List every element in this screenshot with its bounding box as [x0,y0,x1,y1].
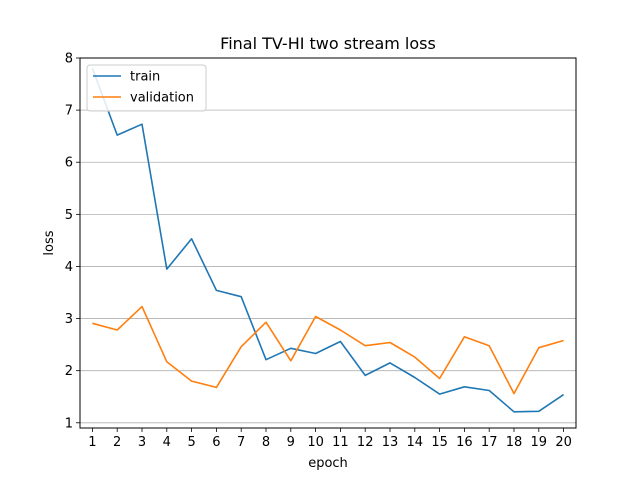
x-tick-label-10: 11 [332,435,349,450]
legend-label-validation: validation [130,91,194,106]
x-tick-label-14: 15 [431,435,448,450]
x-tick-label-7: 8 [262,435,270,450]
y-axis-label: loss [42,230,57,255]
legend: train validation [86,64,207,112]
y-tick-label-3: 4 [65,260,73,275]
y-tick-label-6: 7 [65,104,73,119]
x-tick-label-18: 19 [531,435,548,450]
x-tick-label-4: 5 [187,435,195,450]
series-lines [91,68,565,413]
x-tick-label-19: 20 [555,435,572,450]
y-tick-label-1: 2 [65,364,73,379]
x-tick-label-15: 16 [456,435,473,450]
x-tick-label-9: 10 [307,435,324,450]
x-tick-label-3: 4 [163,435,171,450]
x-tick-label-2: 3 [138,435,146,450]
x-tick-label-5: 6 [212,435,220,450]
chart-title: Final TV-HI two stream loss [220,34,436,53]
series-line-train [91,68,565,413]
x-axis-label: epoch [308,456,348,471]
y-tick-label-0: 1 [65,416,73,431]
y-tick-label-2: 3 [65,312,73,327]
y-tick-label-7: 8 [65,52,73,67]
x-tick-label-8: 9 [287,435,295,450]
x-tick-label-0: 1 [88,435,96,450]
x-tick-label-12: 13 [382,435,399,450]
x-tick-label-17: 18 [506,435,523,450]
plot-frame [79,57,577,429]
x-tick-label-16: 17 [481,435,498,450]
x-tick-label-13: 14 [407,435,424,450]
y-tick-label-5: 6 [65,156,73,171]
legend-label-train: train [130,70,160,85]
x-tick-label-1: 2 [113,435,121,450]
y-tick-label-4: 5 [65,208,73,223]
x-tick-label-6: 7 [237,435,245,450]
series-line-validation [92,305,564,395]
x-tick-label-11: 12 [357,435,374,450]
